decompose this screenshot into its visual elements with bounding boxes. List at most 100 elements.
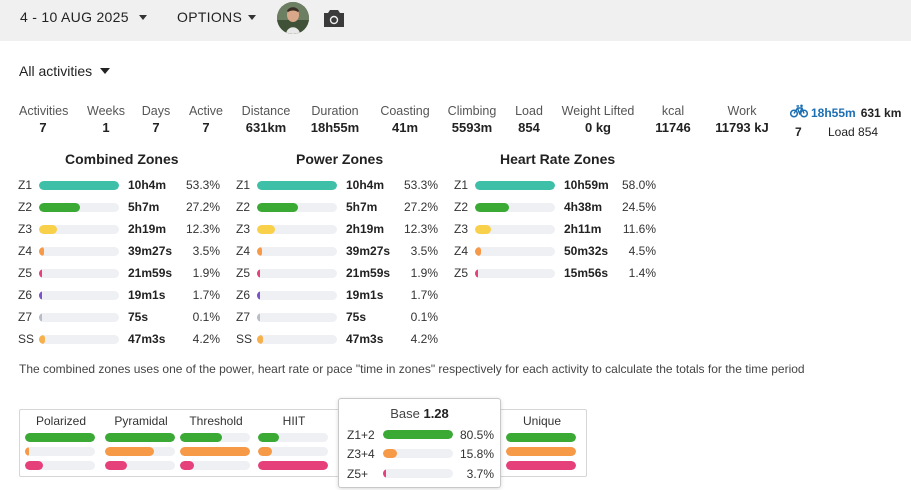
zone-bar-fill (39, 247, 44, 256)
distribution-bar-track (506, 447, 576, 456)
activity-filter-dropdown[interactable]: All activities (19, 63, 111, 79)
zone-row: Z5 21m59s 1.9% (236, 263, 438, 285)
zone-bar-fill (39, 335, 45, 344)
stat-label: Coasting (380, 104, 430, 118)
zone-time: 10h4m (128, 178, 167, 192)
zone-bar-fill (257, 225, 275, 234)
distribution-bar-fill (258, 447, 272, 456)
stat-days: Days 7 (140, 104, 172, 135)
zone-label: Z5 (454, 266, 469, 280)
zone-label: Z3 (18, 222, 33, 236)
stat-label: Distance (241, 104, 291, 118)
distribution-bar-fill (506, 433, 576, 442)
zone-row: Z2 5h7m 27.2% (18, 197, 220, 219)
zone-time: 75s (128, 310, 149, 324)
zone-bar-track (257, 335, 337, 344)
stat-label: Days (141, 104, 171, 118)
zone-row: Z5 15m56s 1.4% (454, 263, 656, 285)
distribution-column-threshold[interactable]: Threshold (180, 410, 252, 470)
tooltip-row: Z5+ 3.7% (339, 465, 502, 483)
zone-time: 10h4m (346, 178, 385, 192)
zone-label: Z4 (236, 244, 251, 258)
distribution-column-hiit[interactable]: HIIT (258, 410, 330, 470)
distribution-bar-fill (25, 461, 43, 470)
zone-bar-fill (475, 269, 478, 278)
stat-value: 41m (391, 120, 419, 135)
stat-value: 7 (152, 120, 160, 135)
ride-duration: 18h55m (811, 105, 856, 120)
zone-time: 75s (346, 310, 367, 324)
ride-summary[interactable]: 18h55m 631 km 7 Load 854 (789, 104, 911, 139)
stat-label: Weeks (87, 104, 125, 118)
zone-bar-track (475, 203, 555, 212)
combined-zones-panel: Z1 10h4m 53.3% Z2 5h7m 27.2% Z3 2h19m 12.3% Z4 39m… (18, 175, 220, 351)
zone-bar-track (257, 291, 337, 300)
distribution-bar-fill (258, 461, 328, 470)
zone-bar-track (475, 247, 555, 256)
zone-bar-fill (475, 203, 509, 212)
stat-label: Work (727, 104, 757, 118)
zone-row: Z3 2h19m 12.3% (18, 219, 220, 241)
zone-percent: 12.3% (403, 222, 438, 236)
zone-label: Z3 (236, 222, 251, 236)
stat-value: 5593m (451, 120, 493, 135)
zone-bar-fill (39, 313, 42, 322)
camera-icon[interactable] (323, 8, 345, 28)
zone-label: SS (236, 332, 253, 346)
stat-value: 7 (202, 120, 210, 135)
tooltip-row-percent: 3.7% (466, 467, 494, 481)
zone-percent: 27.2% (403, 200, 438, 214)
stat-distance: Distance 631km (240, 104, 292, 135)
zone-bar-track (257, 313, 337, 322)
distribution-bar-track (105, 461, 175, 470)
zone-time: 2h19m (128, 222, 167, 236)
distribution-column-unique[interactable]: Unique (506, 410, 578, 470)
zone-time: 5h7m (128, 200, 160, 214)
zone-percent: 12.3% (185, 222, 220, 236)
zone-bar-fill (475, 225, 491, 234)
zone-label: Z1 (18, 178, 33, 192)
heart-rate-zones-panel: Z1 10h59m 58.0% Z2 4h38m 24.5% Z3 2h11m 11.6% Z4 5… (454, 175, 656, 285)
zone-time: 50m32s (564, 244, 609, 258)
zone-percent: 24.5% (621, 200, 656, 214)
zone-row: SS 47m3s 4.2% (18, 329, 220, 351)
zone-bar-track (257, 181, 337, 190)
distribution-bar-fill (506, 461, 576, 470)
tooltip-bar-track (383, 469, 453, 478)
zone-row: Z7 75s 0.1% (18, 307, 220, 329)
zone-bar-track (39, 291, 119, 300)
zone-bar-fill (257, 291, 260, 300)
distribution-column-pyramidal[interactable]: Pyramidal (105, 410, 177, 470)
distribution-column-polarized[interactable]: Polarized (25, 410, 97, 470)
tooltip-bar-track (383, 449, 453, 458)
date-range-label: 4 - 10 AUG 2025 (20, 9, 129, 25)
distribution-bars (180, 433, 252, 470)
zone-time: 19m1s (346, 288, 384, 302)
zone-percent: 4.2% (410, 332, 438, 346)
stat-work: Work 11793 kJ (710, 104, 774, 135)
stat-value: 11793 kJ (715, 120, 769, 135)
distribution-bar-track (25, 433, 95, 442)
options-button[interactable]: OPTIONS (177, 9, 257, 25)
stat-label: Activities (19, 104, 69, 118)
zone-label: Z5 (18, 266, 33, 280)
zone-bar-fill (257, 335, 263, 344)
zone-percent: 3.5% (410, 244, 438, 258)
zone-time: 47m3s (128, 332, 166, 346)
zone-time: 2h11m (564, 222, 602, 236)
distribution-bars (258, 433, 330, 470)
stat-label: Duration (311, 104, 359, 118)
tooltip-title: Base 1.28 (339, 406, 500, 421)
zone-percent: 1.9% (410, 266, 438, 280)
distribution-bar-fill (180, 433, 222, 442)
zone-bar-track (475, 269, 555, 278)
zone-percent: 1.9% (192, 266, 220, 280)
zone-bar-fill (257, 181, 337, 190)
date-range-button[interactable]: 4 - 10 AUG 2025 (20, 9, 147, 25)
zone-time: 47m3s (346, 332, 384, 346)
zone-row: Z2 5h7m 27.2% (236, 197, 438, 219)
avatar[interactable] (277, 2, 309, 34)
zone-row: Z3 2h19m 12.3% (236, 219, 438, 241)
zone-bar-fill (257, 247, 262, 256)
distribution-bar-fill (180, 447, 250, 456)
